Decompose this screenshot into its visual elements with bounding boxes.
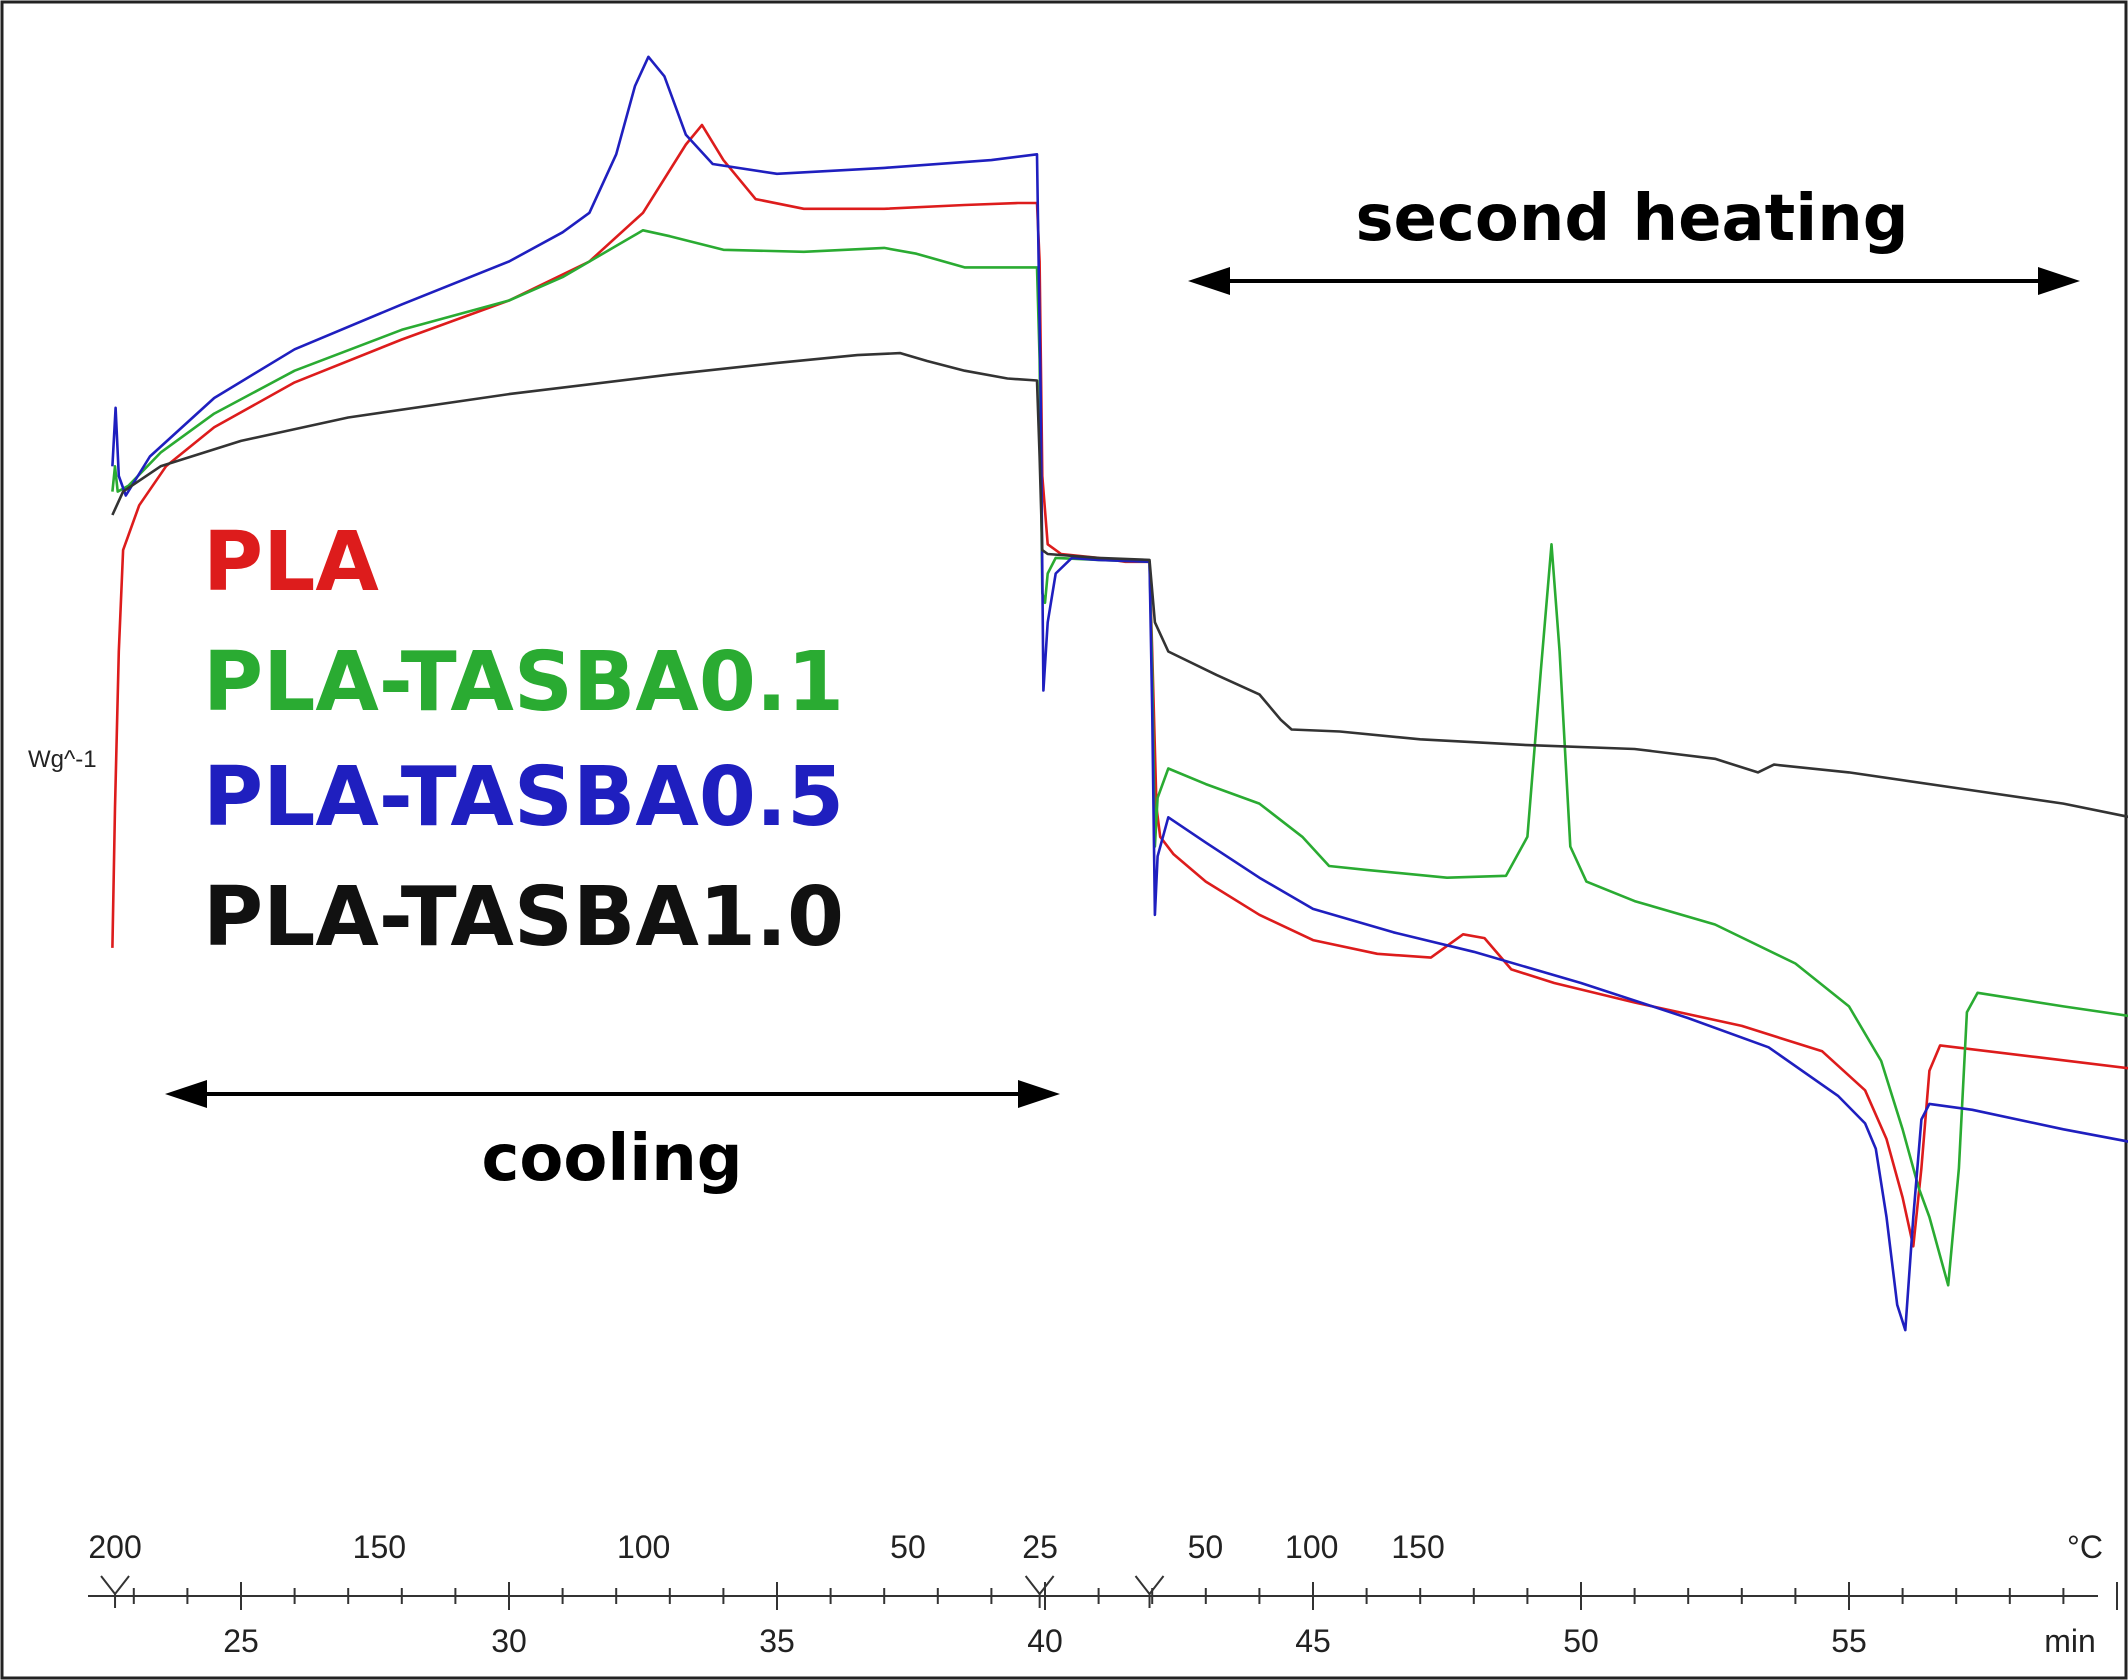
time-tick-label: 40 xyxy=(1027,1623,1063,1659)
legend-entry-pla: PLA xyxy=(203,515,379,610)
temperature-tick-label: 200 xyxy=(88,1529,141,1565)
legend-entry-pla-tasba0-1: PLA-TASBA0.1 xyxy=(203,635,844,730)
time-tick-label: 45 xyxy=(1295,1623,1331,1659)
temperature-tick-label: 50 xyxy=(890,1529,926,1565)
series-line-pla-tasba0-1 xyxy=(111,229,2128,1287)
second-heating-arrow-right-head xyxy=(2038,267,2080,295)
segment-marker xyxy=(100,1575,130,1608)
time-unit-label: min xyxy=(2044,1623,2096,1659)
temperature-tick-label: 150 xyxy=(1391,1529,1444,1565)
time-tick-label: 30 xyxy=(491,1623,527,1659)
legend-entry-pla-tasba1-0: PLA-TASBA1.0 xyxy=(203,870,844,965)
time-tick-label: 55 xyxy=(1831,1623,1867,1659)
second-heating-label: second heating xyxy=(1355,182,1908,256)
legend-entry-pla-tasba0-5: PLA-TASBA0.5 xyxy=(203,750,844,845)
temperature-tick-label: 150 xyxy=(353,1529,406,1565)
time-tick-label: 50 xyxy=(1563,1623,1599,1659)
y-axis-label: Wg^-1 xyxy=(28,746,97,773)
temperature-tick-label: 25 xyxy=(1022,1529,1058,1565)
temperature-tick-label: 50 xyxy=(1188,1529,1224,1565)
temperature-unit-label: °C xyxy=(2067,1529,2103,1565)
legend: PLA PLA-TASBA0.1 PLA-TASBA0.5 PLA-TASBA1… xyxy=(203,515,844,965)
cooling-arrow-right-head xyxy=(1018,1080,1060,1108)
time-tick-label: 25 xyxy=(223,1623,259,1659)
temperature-tick-label: 100 xyxy=(617,1529,670,1565)
time-tick-label: 35 xyxy=(759,1623,795,1659)
cooling-label: cooling xyxy=(481,1122,742,1196)
temperature-tick-label: 100 xyxy=(1285,1529,1338,1565)
second-heating-arrow-left-head xyxy=(1188,267,1230,295)
series-line-pla-tasba1-0 xyxy=(111,351,2128,819)
series-line-pla-tasba0-5 xyxy=(111,55,2128,1332)
cooling-arrow-left-head xyxy=(165,1080,207,1108)
segment-marker xyxy=(1134,1575,1165,1608)
segment-marker xyxy=(1024,1575,1055,1608)
second-heating-annotation: second heating xyxy=(1188,182,2080,295)
x-axis: °C min 25 30 35 40 45 50 55 200 150 100 50 25 50 100 1… xyxy=(88,1529,2118,1659)
cooling-annotation: cooling xyxy=(165,1080,1060,1196)
series-layer xyxy=(111,55,2128,1332)
